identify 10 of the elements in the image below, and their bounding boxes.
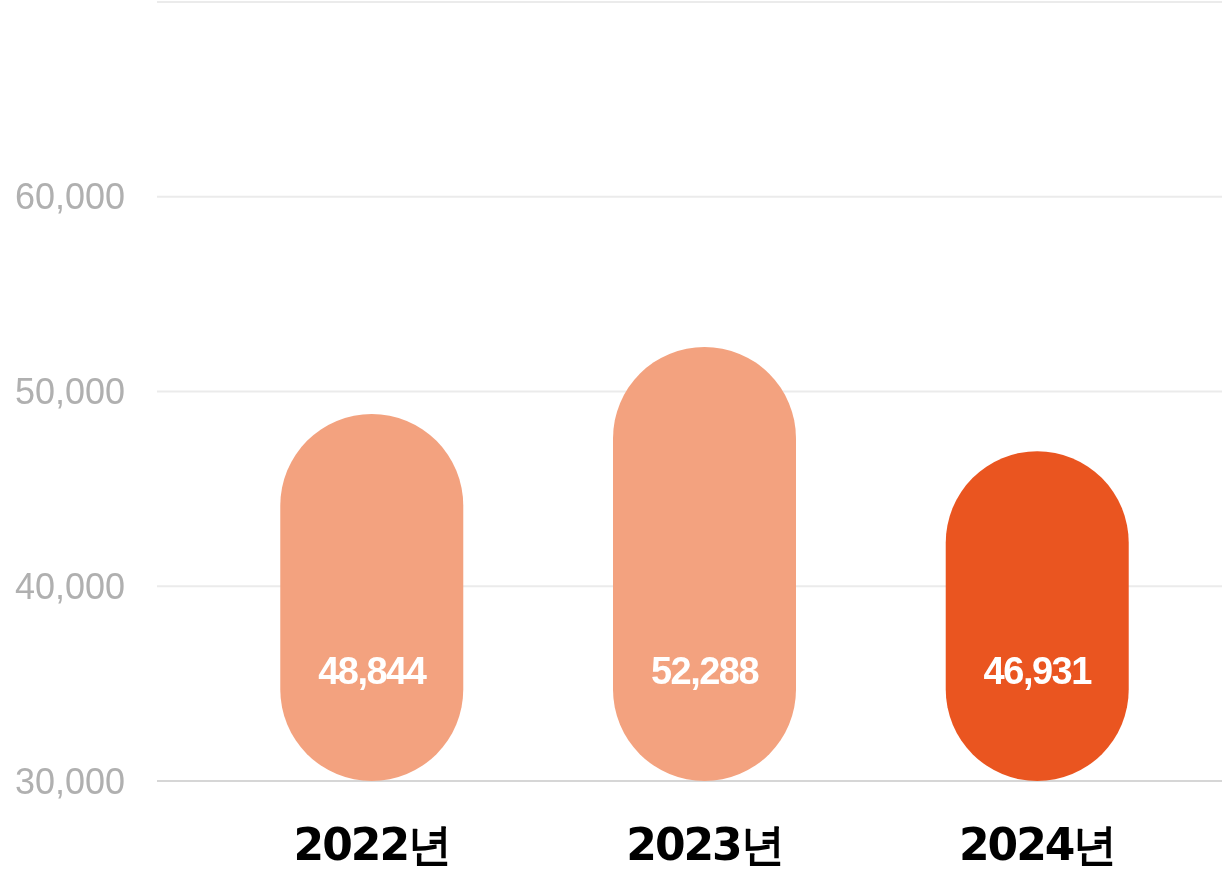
- x-tick-label: 2024년: [958, 819, 1116, 871]
- y-tick-label: 40,000: [14, 565, 125, 607]
- y-tick-label: 60,000: [14, 176, 125, 218]
- x-tick-label: 2022년: [293, 819, 451, 871]
- y-tick-label: 30,000: [14, 760, 125, 802]
- data-label: 48,844: [318, 650, 427, 693]
- y-tick-label: 50,000: [14, 371, 125, 413]
- x-tick-label: 2023년: [626, 819, 783, 871]
- data-label: 46,931: [983, 650, 1093, 693]
- data-label: 52,288: [650, 650, 759, 693]
